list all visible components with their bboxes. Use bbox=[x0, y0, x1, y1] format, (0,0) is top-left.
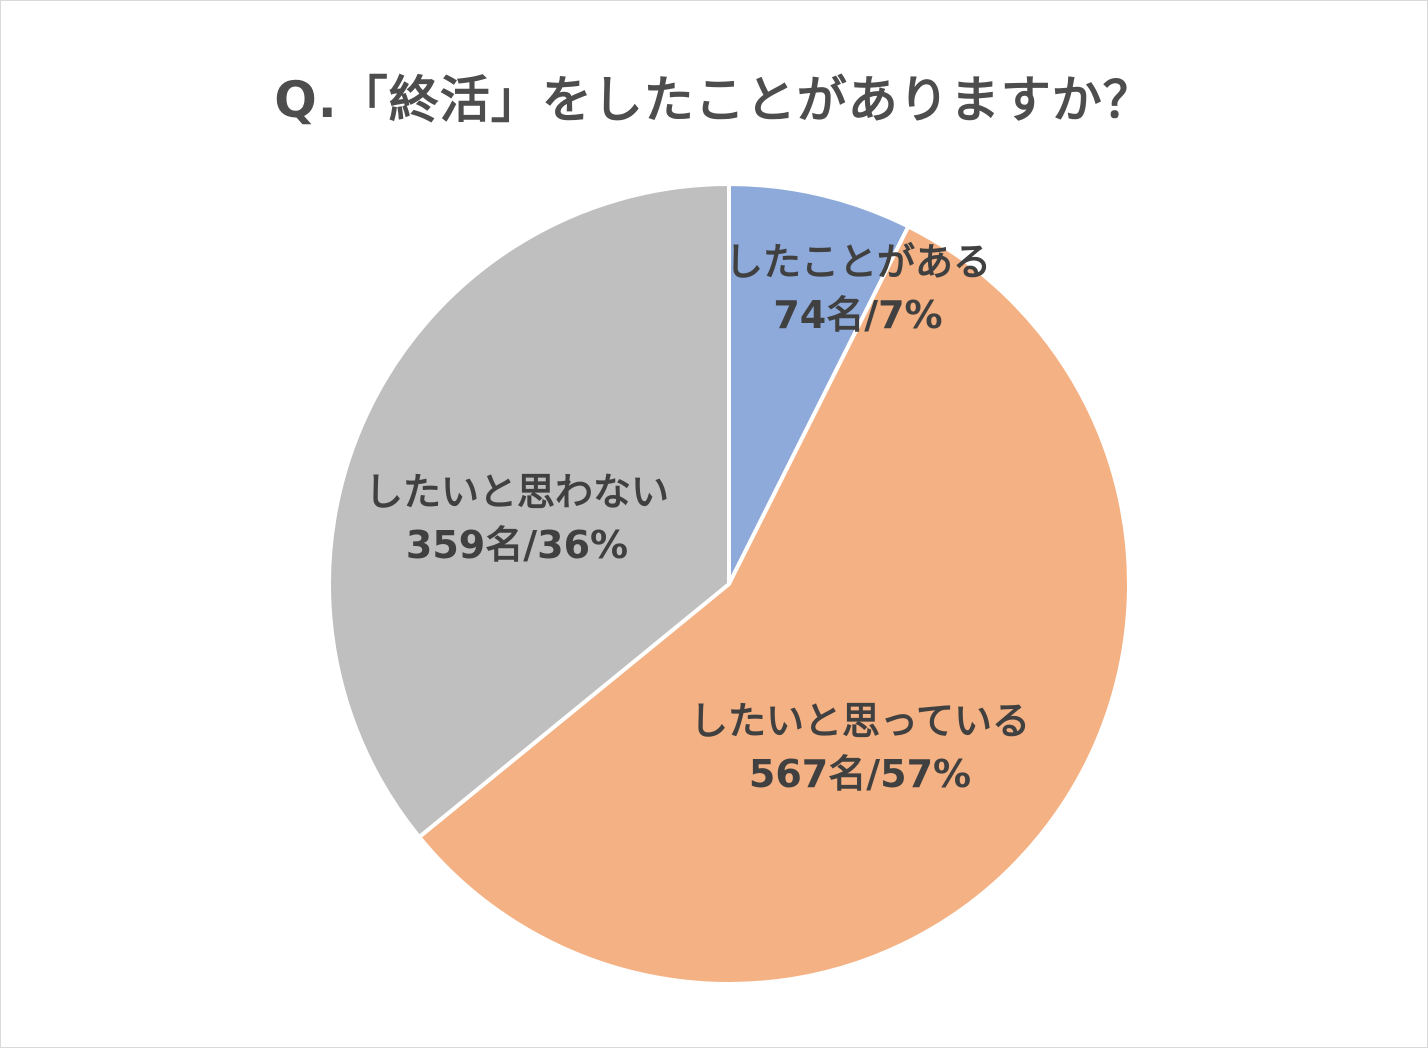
slice-label-value-3: 359名/36% bbox=[406, 523, 628, 567]
slice-label-name-1: したことがある bbox=[725, 240, 991, 284]
pie-labels: したことがある 74名/7% したいと思っている 567名/57% したいと思わない 35… bbox=[365, 240, 1030, 796]
slice-label-name-2: したいと思っている bbox=[690, 699, 1030, 743]
chart-title: Q.「終活」をしたことがありますか？ bbox=[274, 71, 1154, 129]
pie-slice-2 bbox=[417, 224, 1131, 986]
pie-slices bbox=[327, 182, 1131, 986]
slice-label-value-1: 74名/7% bbox=[773, 293, 942, 337]
pie-slice-3 bbox=[327, 182, 731, 840]
slice-label-name-3: したいと思わない bbox=[365, 470, 669, 514]
slice-label-value-2: 567名/57% bbox=[749, 752, 971, 796]
pie-slice-1 bbox=[727, 182, 911, 586]
